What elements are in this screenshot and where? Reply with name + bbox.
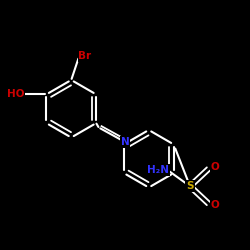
Text: O: O <box>210 162 220 172</box>
Text: HO: HO <box>7 90 24 100</box>
Text: S: S <box>186 181 194 191</box>
Text: Br: Br <box>78 51 92 61</box>
Text: O: O <box>210 200 220 210</box>
Text: N: N <box>120 137 130 147</box>
Text: H₂N: H₂N <box>147 165 169 175</box>
